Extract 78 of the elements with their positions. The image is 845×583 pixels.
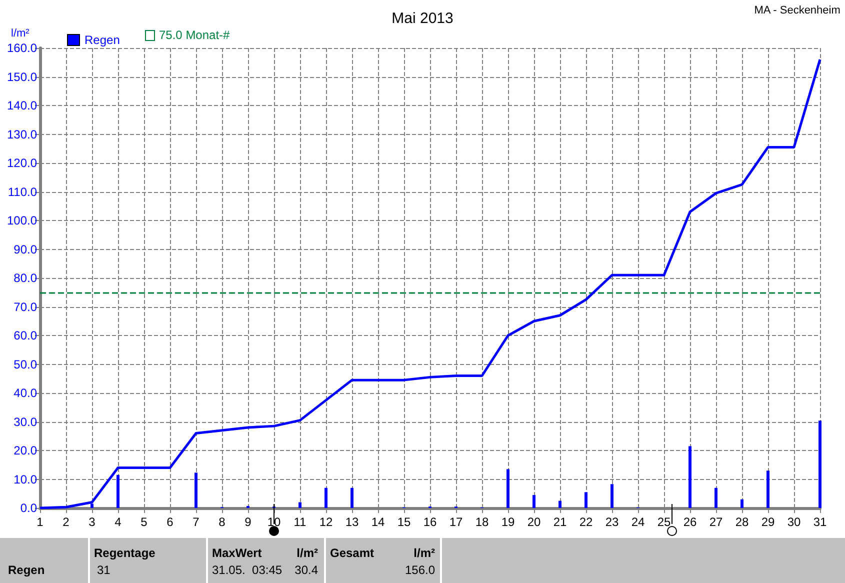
y-tick-label: 10.0 (14, 472, 38, 486)
x-tick-label: 24 (631, 515, 645, 529)
x-tick-label: 15 (397, 515, 411, 529)
y-tick-label: 110.0 (8, 184, 38, 199)
bar (532, 495, 536, 508)
text: Regentage (94, 546, 156, 560)
bar (610, 484, 614, 508)
legend-label: Regen (84, 33, 120, 47)
bar (324, 488, 328, 508)
y-tick-label: 120.0 (6, 156, 38, 170)
x-tick-label: 13 (345, 515, 359, 529)
y-tick-label: 140.0 (6, 98, 38, 112)
x-tick-label: 29 (761, 515, 775, 529)
y-tick-label: 60.0 (14, 328, 38, 342)
x-tick-label: 7 (192, 515, 200, 529)
y-tick-label: 80.0 (14, 271, 38, 285)
x-tick-label: 22 (579, 515, 593, 529)
x-tick-label: 11 (294, 515, 307, 529)
bar (116, 474, 120, 508)
bar (688, 446, 692, 508)
x-tick-label: 4 (114, 515, 122, 529)
x-tick-label: 19 (501, 515, 515, 529)
x-tick-label: 12 (319, 515, 333, 529)
y-tick-label: 130.0 (6, 127, 38, 142)
bar (506, 469, 510, 508)
x-tick-label: 5 (140, 515, 148, 529)
y-tick-label: 160.0 (6, 41, 38, 55)
y-tick-label: 30.0 (14, 414, 38, 429)
bar (818, 420, 822, 508)
y-tick-label: 90.0 (14, 242, 38, 256)
legend-label: 75.0 Monat-# (159, 28, 230, 42)
x-tick-label: 20 (527, 515, 541, 529)
x-tick-label: 10 (267, 515, 281, 529)
x-tick-label: 2 (62, 515, 70, 529)
bar (584, 492, 588, 508)
text: 31 (97, 563, 111, 577)
x-tick-label: 27 (709, 515, 723, 529)
x-tick-label: 6 (166, 515, 174, 529)
y-tick-label: 40.0 (14, 386, 38, 400)
text: Gesamt (330, 546, 374, 560)
y-tick-label: 70.0 (14, 300, 38, 314)
x-tick-label: 16 (423, 515, 437, 529)
y-tick-label: 0.0 (20, 501, 38, 515)
x-tick-label: 25 (657, 515, 671, 529)
y-tick-label: 150.0 (6, 70, 38, 84)
y-tick-label: 20.0 (14, 444, 38, 458)
x-tick-label: 9 (244, 515, 252, 529)
bar (714, 488, 718, 508)
text: MaxWert (212, 546, 262, 560)
y-tick-label: 50.0 (14, 357, 38, 372)
text: l/m² (414, 546, 435, 560)
chart-title: Mai 2013 (392, 10, 454, 27)
x-tick-label: 31 (813, 515, 827, 529)
x-tick-label: 18 (475, 515, 489, 529)
x-tick-label: 28 (735, 515, 749, 529)
bar (350, 488, 354, 508)
x-tick-label: 1 (36, 515, 44, 529)
text: 31.05. 03:45 (212, 563, 282, 577)
x-tick-label: 14 (371, 515, 385, 529)
text: Regen (8, 563, 45, 577)
y-axis-title: l/m² (11, 28, 30, 40)
chart-subtitle: MA - Seckenheim (754, 4, 840, 16)
text: 156.0 (404, 563, 436, 577)
x-tick-label: 8 (218, 515, 226, 529)
x-tick-label: 30 (787, 515, 801, 529)
text: l/m² (296, 546, 318, 560)
x-tick-label: 17 (449, 515, 463, 529)
x-tick-label: 23 (605, 515, 619, 529)
x-tick-label: 21 (553, 515, 567, 529)
bar (194, 472, 198, 508)
bar (298, 502, 302, 508)
x-tick-label: 3 (88, 515, 96, 529)
bar (740, 499, 744, 508)
bar (766, 470, 770, 508)
text: 30.4 (294, 563, 318, 577)
y-tick-label: 100.0 (6, 214, 38, 228)
x-tick-label: 26 (683, 515, 697, 529)
bar (558, 500, 562, 508)
